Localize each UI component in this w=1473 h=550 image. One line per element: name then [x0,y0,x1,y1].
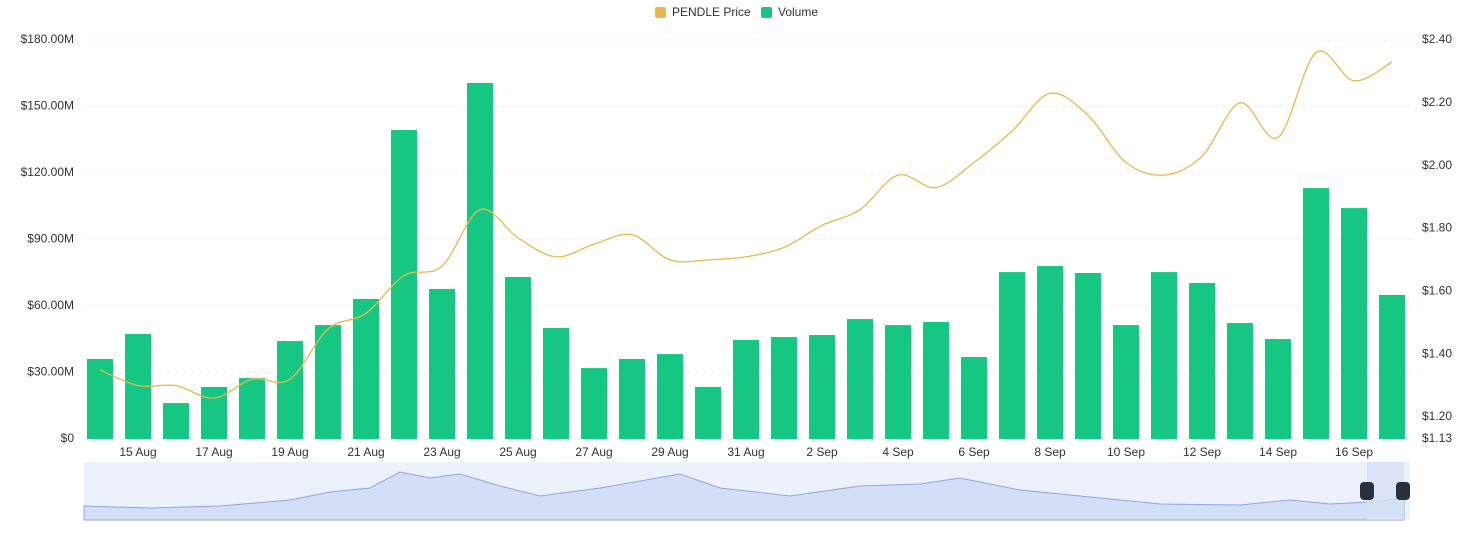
x-tick-label: 23 Aug [423,445,460,459]
navigator[interactable] [83,462,1410,521]
bar [1379,294,1405,439]
bar [391,129,417,439]
bar [1075,272,1101,439]
y-tick-label: $60.00M [27,298,74,312]
legend-label[interactable]: PENDLE Price [672,5,751,19]
bar [923,321,949,439]
bar [467,83,493,440]
legend-label[interactable]: Volume [778,5,818,19]
y2-tick-label: $1.13 [1422,431,1452,445]
x-tick-label: 16 Sep [1335,445,1373,459]
y2-tick-label: $1.80 [1422,221,1452,235]
bar [619,358,645,439]
bar [885,325,911,439]
x-tick-label: 25 Aug [499,445,536,459]
navigator-handle[interactable] [1360,482,1374,500]
y2-tick-label: $1.40 [1422,346,1452,360]
bar [239,378,265,439]
bar [657,354,683,439]
bar [1189,282,1215,439]
bar [999,272,1025,439]
x-tick-label: 10 Sep [1107,445,1145,459]
x-tick-label: 21 Aug [347,445,384,459]
x-tick-label: 6 Sep [958,445,990,459]
bar [315,325,341,439]
bar [87,358,113,439]
bar [277,341,303,439]
bar [1227,323,1253,439]
bar [771,337,797,439]
x-tick-label: 31 Aug [727,445,764,459]
bar [733,339,759,439]
y-tick-label: $90.00M [27,232,74,246]
y-tick-label: $0 [61,431,75,445]
legend-swatch[interactable] [655,7,666,18]
bar [809,335,835,439]
x-tick-label: 12 Sep [1183,445,1221,459]
navigator-handle[interactable] [1396,482,1410,500]
legend-swatch[interactable] [761,7,772,18]
x-tick-label: 14 Sep [1259,445,1297,459]
bar [847,319,873,439]
y2-tick-label: $1.20 [1422,409,1452,423]
bar [1037,266,1063,439]
x-tick-label: 29 Aug [651,445,688,459]
y2-tick-label: $1.60 [1422,284,1452,298]
bar [1265,339,1291,439]
x-tick-label: 19 Aug [271,445,308,459]
x-tick-label: 27 Aug [575,445,612,459]
y-tick-label: $180.00M [21,32,74,46]
bar [429,288,455,439]
x-tick-label: 2 Sep [806,445,838,459]
y-tick-label: $30.00M [27,365,74,379]
bar [505,276,531,439]
y2-tick-label: $2.40 [1422,32,1452,46]
bar [353,298,379,439]
bar [695,386,721,439]
bar [1341,208,1367,439]
x-tick-label: 15 Aug [119,445,156,459]
bar [163,403,189,439]
x-tick-label: 4 Sep [882,445,914,459]
bar [1151,272,1177,439]
bar [961,356,987,439]
x-tick-label: 8 Sep [1034,445,1066,459]
bar [543,327,569,439]
y-tick-label: $120.00M [21,165,74,179]
y-tick-label: $150.00M [21,99,74,113]
bar [1303,188,1329,439]
x-tick-label: 17 Aug [195,445,232,459]
bar [581,368,607,439]
bar [1113,325,1139,439]
y2-tick-label: $2.20 [1422,95,1452,109]
navigator-area [83,471,1405,521]
price-line [99,50,1393,399]
y2-tick-label: $2.00 [1422,158,1452,172]
